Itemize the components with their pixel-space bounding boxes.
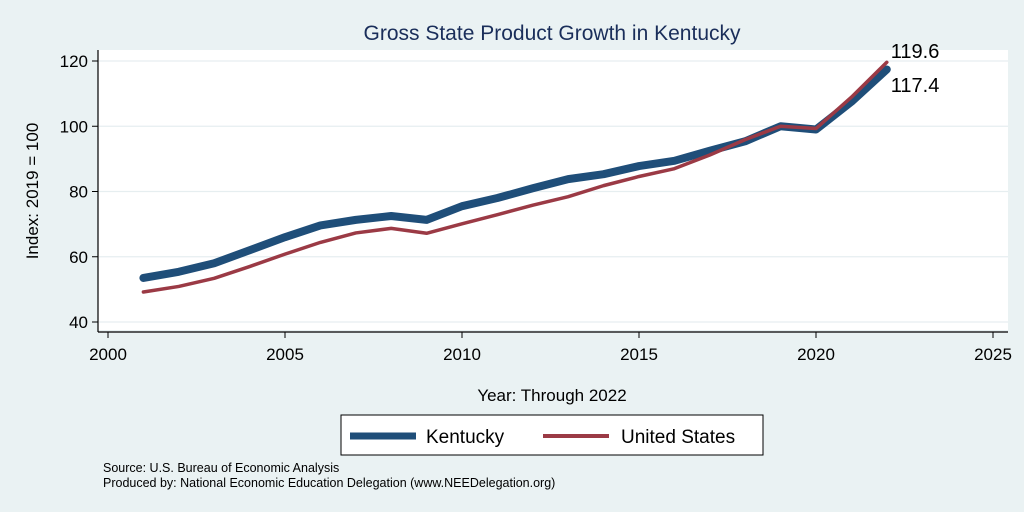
x-tick-label: 2015 <box>620 345 658 364</box>
x-tick-label: 2010 <box>443 345 481 364</box>
series-lines <box>139 60 891 294</box>
series-line-united-states <box>141 60 889 294</box>
x-tick-label: 2020 <box>797 345 835 364</box>
chart-title: Gross State Product Growth in Kentucky <box>364 22 741 45</box>
y-tick-label: 60 <box>69 248 88 267</box>
grid-lines <box>99 60 1008 323</box>
x-tick-label: 2005 <box>266 345 304 364</box>
producer-note: Produced by: National Economic Education… <box>103 476 555 490</box>
y-axis-label: Index: 2019 = 100 <box>23 123 42 260</box>
value-label-kentucky: 117.4 <box>891 75 940 97</box>
x-ticks: 2000 2005 2010 2015 2020 2025 <box>89 332 1012 364</box>
value-label-united-states: 119.6 <box>891 41 940 63</box>
plot-area <box>98 50 1008 330</box>
legend-label-united-states: United States <box>621 427 735 448</box>
x-tick-label: 2025 <box>974 345 1012 364</box>
y-tick-label: 100 <box>60 117 88 136</box>
y-tick-label: 120 <box>60 52 88 71</box>
legend: Kentucky United States <box>340 414 764 456</box>
x-axis-label: Year: Through 2022 <box>477 386 626 405</box>
source-note: Source: U.S. Bureau of Economic Analysis <box>103 461 339 475</box>
x-tick-label: 2000 <box>89 345 127 364</box>
annotations: 119.6 117.4 <box>891 41 940 97</box>
y-tick-label: 40 <box>69 313 88 332</box>
y-ticks: 40 60 80 100 120 <box>60 52 98 332</box>
legend-label-kentucky: Kentucky <box>426 427 505 448</box>
y-tick-label: 80 <box>69 183 88 202</box>
